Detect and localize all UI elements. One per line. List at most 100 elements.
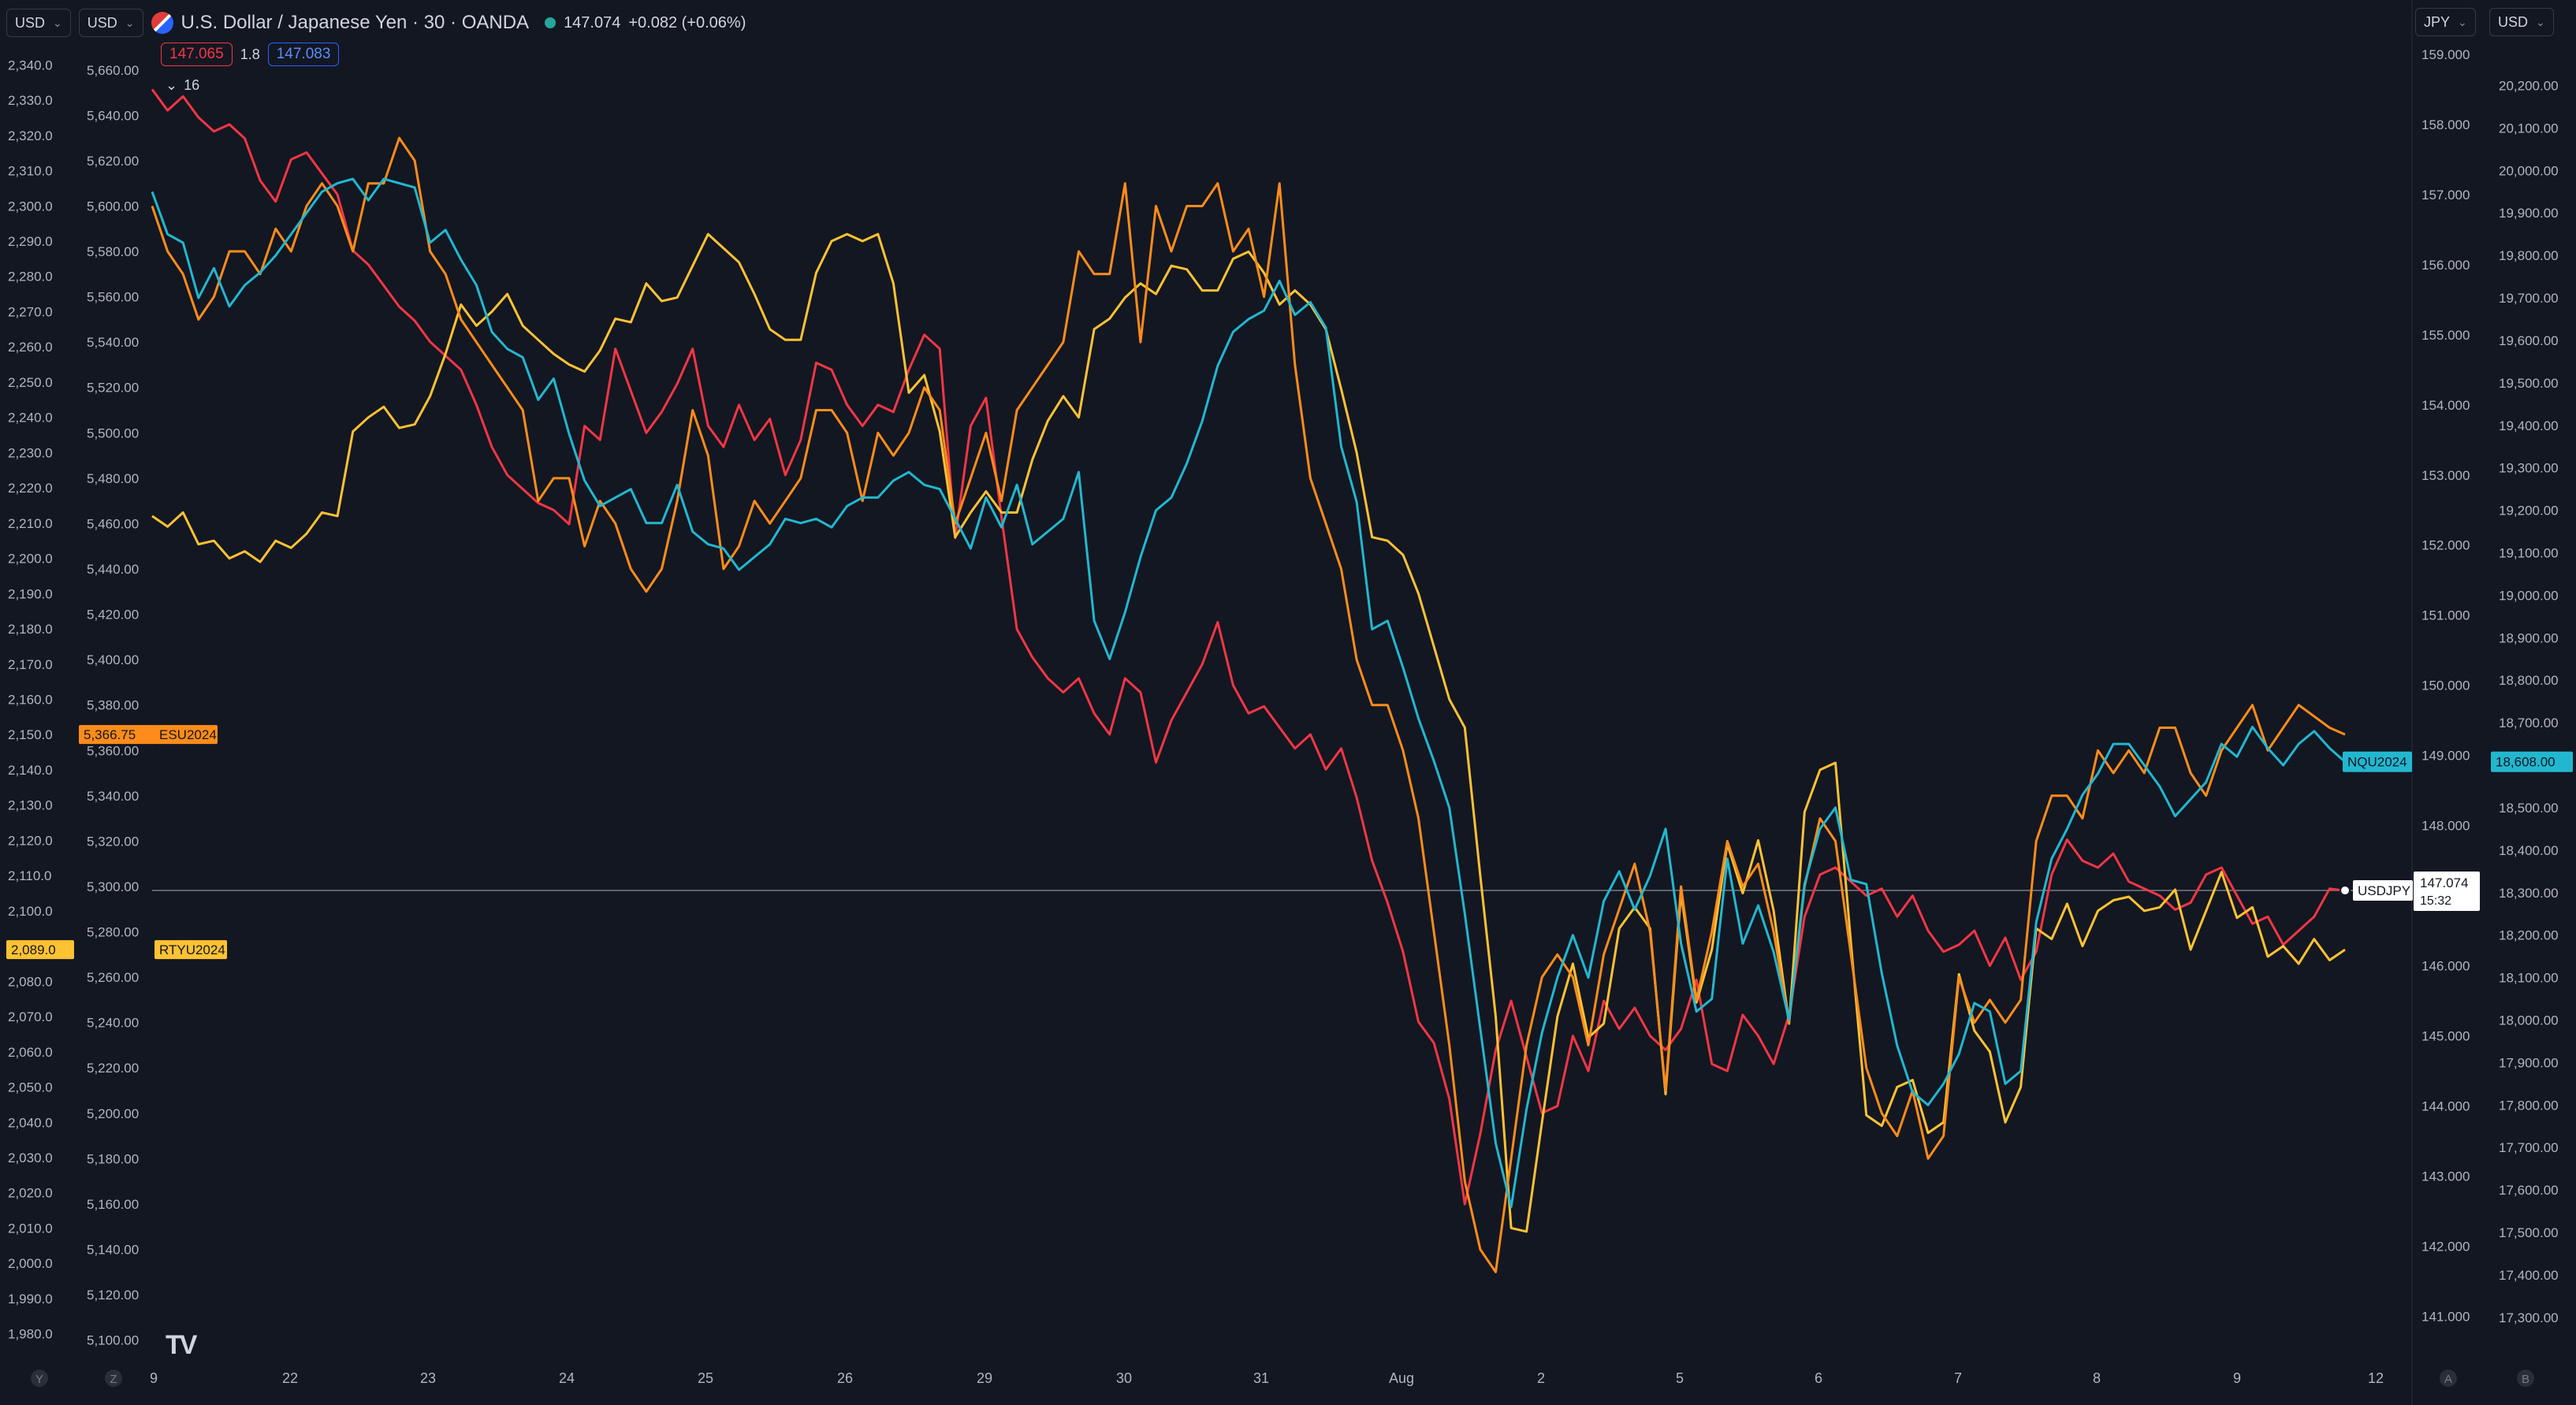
usdjpy-tick-label: 150.000 — [2422, 678, 2470, 693]
tradingview-logo-icon[interactable]: TV — [166, 1330, 197, 1360]
scale-marker-label: B — [2522, 1373, 2529, 1386]
right-currency-select-2[interactable]: USD ⌄ — [2489, 8, 2554, 36]
right-currency-select-1[interactable]: JPY ⌄ — [2415, 8, 2476, 36]
nq-tick-label: 18,900.00 — [2499, 630, 2559, 645]
rty-tick-label: 2,100.0 — [8, 904, 53, 919]
rty-tick-label: 2,070.0 — [8, 1009, 53, 1024]
nq-tick-label: 19,300.00 — [2499, 461, 2559, 476]
nq-tick-label: 17,600.00 — [2499, 1183, 2559, 1198]
rty-tick-label: 2,000.0 — [8, 1256, 53, 1271]
rty-tick-label: 2,310.0 — [8, 164, 53, 179]
usdjpy-tick-label: 142.000 — [2422, 1240, 2470, 1254]
nq-tick-label: 18,000.00 — [2499, 1013, 2559, 1028]
rty-tick-label: 2,170.0 — [8, 657, 53, 672]
usdjpy-tick-label: 159.000 — [2422, 47, 2470, 62]
nq-tick-label: 17,300.00 — [2499, 1310, 2559, 1325]
rty-tick-label: 2,240.0 — [8, 411, 53, 426]
nq-tick-label: 18,200.00 — [2499, 928, 2559, 943]
currency-select-1[interactable]: USD ⌄ — [6, 9, 71, 37]
plot-area[interactable] — [151, 88, 2346, 1273]
rty-tick-label: 2,010.0 — [8, 1221, 53, 1236]
es-tick-label: 5,660.00 — [87, 63, 139, 78]
es-tick-label: 5,500.00 — [87, 426, 139, 440]
usdjpy-tick-label: 155.000 — [2422, 328, 2470, 343]
symbol-title[interactable]: U.S. Dollar / Japanese Yen · 30 · OANDA — [181, 12, 530, 33]
usdjpy-tick-label: 146.000 — [2422, 959, 2470, 974]
es-tick-label: 5,120.00 — [87, 1288, 139, 1303]
chevron-down-icon: ⌄ — [166, 77, 178, 93]
rty-tick-label: 2,150.0 — [8, 727, 53, 742]
es-tick-label: 5,300.00 — [87, 879, 139, 894]
time-tick-label: 2 — [1537, 1370, 1545, 1386]
series-line-esu2024 — [151, 136, 2346, 1273]
nq-tick-label: 19,800.00 — [2499, 248, 2559, 263]
nq-price-axis[interactable]: 17,300.00 17,400.00 17,500.00 17,600.00 17,7… — [2499, 79, 2559, 1325]
time-tick-label: 29 — [977, 1370, 992, 1386]
currency-value: USD — [87, 14, 117, 31]
usdjpy-tick-label: 157.000 — [2422, 188, 2470, 203]
time-tick-label: Aug — [1389, 1370, 1414, 1386]
usdjpy-tick-label: 145.000 — [2422, 1029, 2470, 1044]
rty-tick-label: 2,320.0 — [8, 128, 53, 143]
sell-price-button[interactable]: 147.065 — [161, 43, 233, 66]
time-tick-label: 22 — [282, 1370, 298, 1386]
usdjpy-tick-label: 148.000 — [2422, 819, 2470, 834]
chevron-down-icon: ⌄ — [2536, 15, 2545, 28]
nq-tick-label: 19,700.00 — [2499, 291, 2559, 306]
rty-tick-label: 2,030.0 — [8, 1150, 53, 1165]
es-tick-label: 5,160.00 — [87, 1197, 139, 1212]
time-axis[interactable]: 9 22 23 24 25 26 29 30 31 Aug 2 5 6 7 8 9 12Y Z A B — [31, 1370, 2534, 1387]
rty-tick-label: 2,020.0 — [8, 1186, 53, 1201]
buy-price-button[interactable]: 147.083 — [267, 43, 340, 66]
es-last-price-label: 5,366.75 — [84, 727, 136, 742]
usdjpy-tick-label: 144.000 — [2422, 1099, 2470, 1114]
es-last-price-label-bg — [79, 725, 156, 745]
nq-tick-label: 20,200.00 — [2499, 79, 2559, 94]
nq-tick-label: 17,800.00 — [2499, 1098, 2559, 1113]
series-line-usdjpy — [151, 88, 2346, 1206]
es-tick-label: 5,240.00 — [87, 1016, 139, 1031]
currency-select-2[interactable]: USD ⌄ — [78, 9, 143, 37]
spread-value: 1.8 — [240, 46, 260, 62]
nq-symbol-label: NQU2024 — [2347, 755, 2407, 770]
symbol-flag-icon — [151, 12, 173, 34]
nq-tick-label: 20,100.00 — [2499, 121, 2559, 136]
scale-marker-label: A — [2444, 1373, 2452, 1386]
rty-tick-label: 1,980.0 — [8, 1327, 53, 1342]
es-tick-label: 5,100.00 — [87, 1333, 139, 1348]
series-price-labels: 5,366.75 ESU2024 2,089.0 RTYU2024 NQU2024 18,… — [6, 725, 2573, 960]
price-change: +0.082 (+0.06%) — [628, 13, 746, 32]
rty-tick-label: 2,060.0 — [8, 1045, 53, 1060]
scale-marker-label: Y — [35, 1373, 43, 1386]
es-tick-label: 5,460.00 — [87, 516, 139, 531]
es-price-axis[interactable]: 5,100.00 5,120.00 5,140.00 5,160.00 5,180.00… — [87, 63, 139, 1348]
time-tick-label: 9 — [2233, 1370, 2241, 1386]
nq-tick-label: 20,000.00 — [2499, 163, 2559, 178]
rty-tick-label: 2,120.0 — [8, 833, 53, 848]
usdjpy-tick-label: 149.000 — [2422, 749, 2470, 764]
usdjpy-tick-label: 151.000 — [2422, 608, 2470, 623]
rty-tick-label: 2,190.0 — [8, 586, 53, 601]
nq-tick-label: 19,100.00 — [2499, 546, 2559, 561]
time-tick-label: 12 — [2368, 1370, 2384, 1386]
nq-tick-label: 17,700.00 — [2499, 1140, 2559, 1155]
rty-symbol-label: RTYU2024 — [159, 942, 225, 957]
rty-price-axis[interactable]: 1,980.0 1,990.0 2,000.0 2,010.0 2,020.0 2,030… — [8, 58, 53, 1341]
nq-last-price-label-bg — [2491, 751, 2573, 772]
currency-value: USD — [2498, 13, 2529, 30]
scale-marker-circle — [2440, 1370, 2457, 1387]
rty-tick-label: 2,290.0 — [8, 234, 53, 249]
es-symbol-label-bg — [154, 725, 218, 745]
es-tick-label: 5,540.00 — [87, 335, 139, 350]
nq-tick-label: 19,500.00 — [2499, 376, 2559, 391]
time-tick-label: 7 — [1954, 1370, 1962, 1386]
nq-tick-label: 19,200.00 — [2499, 504, 2559, 519]
nq-last-price-label: 18,608.00 — [2496, 755, 2556, 770]
es-tick-label: 5,600.00 — [87, 199, 139, 214]
usdjpy-tick-label: 154.000 — [2422, 398, 2470, 413]
indicators-toggle[interactable]: ⌄ 16 — [166, 77, 199, 94]
usdjpy-price-axis[interactable]: 141.000 142.000 143.000 144.000 145.000 146.0… — [2411, 0, 2470, 1405]
nq-tick-label: 18,700.00 — [2499, 716, 2559, 730]
es-symbol-label: ESU2024 — [159, 727, 217, 742]
